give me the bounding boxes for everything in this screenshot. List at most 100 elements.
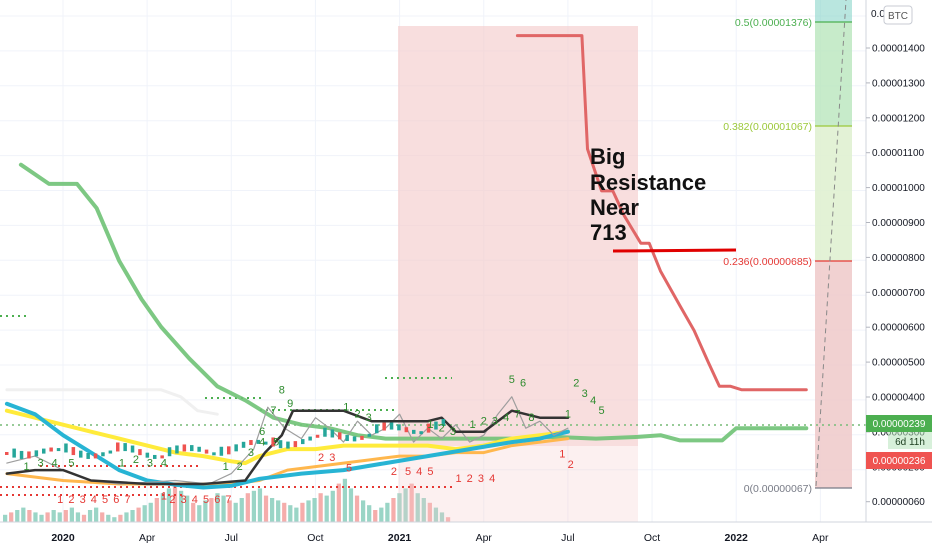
annotation-line-1: Big: [590, 144, 625, 169]
volume-bar: [166, 488, 172, 522]
volume-bar: [75, 512, 81, 522]
time-tick-label: Apr: [139, 532, 156, 544]
resistance-annotation[interactable]: Big Resistance Near 713: [590, 144, 737, 253]
candle: [338, 432, 342, 440]
td-buy-count: 7: [514, 409, 520, 421]
td-sell-count: 4: [91, 494, 97, 506]
td-buy-count: 5: [509, 374, 515, 386]
td-buy-count: 2: [439, 423, 445, 435]
volume-bar: [354, 495, 360, 522]
td-sell-count: 7: [124, 494, 130, 506]
td-sell-count: 2: [391, 466, 397, 478]
fibonacci-retracement[interactable]: [815, 0, 852, 489]
candle: [145, 452, 150, 458]
td-buy-count: 2: [133, 454, 139, 466]
price-tick-label: 0.00000400: [872, 393, 925, 404]
td-buy-count: 3: [37, 458, 43, 470]
series-line-blue_ma: [4, 401, 570, 490]
volume-bar: [100, 512, 105, 522]
volume-bar: [63, 510, 68, 522]
fib-trend-line[interactable]: [815, 0, 847, 487]
volume-bar: [9, 512, 14, 522]
volume-bar: [81, 514, 87, 522]
td-buy-count: 1: [23, 461, 29, 473]
td-buy-count: 4: [52, 458, 58, 470]
volume-bars: [3, 478, 451, 522]
td-buy-count: 2: [237, 461, 243, 473]
price-tick-label: 0.00001200: [872, 113, 925, 124]
volume-bar: [415, 493, 420, 522]
candle: [227, 446, 231, 455]
td-buy-count: 3: [366, 412, 372, 424]
volume-bar: [154, 498, 159, 522]
time-axis[interactable]: 2020 Apr Jul Oct 2021 Apr Jul Oct 2022 Apr: [0, 521, 932, 550]
series-lines: [4, 34, 809, 490]
candle: [5, 452, 9, 455]
volume-bar: [197, 505, 202, 522]
fibonacci-labels: 0.5(0.00001376) 0.382(0.00001067) 0.236(0.…: [723, 17, 812, 495]
td-buy-count: 2: [573, 377, 579, 389]
resistance-zone: [398, 26, 638, 522]
candle: [167, 447, 172, 457]
price-tick-label: 0.00000060: [872, 497, 925, 508]
time-tick-label: 2022: [725, 532, 749, 544]
volume-bar: [427, 502, 432, 522]
price-tick-label: 0.00001100: [872, 148, 925, 159]
td-buy-count: 1: [427, 419, 433, 431]
candle: [175, 445, 179, 454]
series-line-grey_line: [6, 396, 569, 485]
currency-badge[interactable]: [883, 5, 913, 25]
volume-bar: [318, 493, 323, 522]
last-price-label: 0.00000239 6d 11h: [866, 415, 932, 449]
td-sell-count: 1: [161, 491, 167, 503]
candle: [197, 446, 201, 452]
candle: [315, 434, 320, 438]
td-buy-count: 8: [528, 412, 534, 424]
candle: [27, 451, 31, 459]
candle: [190, 445, 194, 452]
td-buy-count: 4: [259, 437, 265, 449]
candle: [419, 431, 423, 435]
price-axis-top-label: 0.0: [871, 9, 885, 20]
fib-level-label: 0.236(0.00000685): [723, 256, 812, 268]
candle: [256, 439, 261, 444]
td-sell-count: 2: [568, 459, 574, 471]
fib-level-label: 0.382(0.00001067): [723, 121, 812, 133]
td-sell-count: 4: [416, 466, 422, 478]
candle: [34, 450, 39, 457]
td-buy-count: 3: [248, 447, 254, 459]
price-tick-label: 0.00001400: [872, 44, 925, 55]
candle: [138, 449, 142, 456]
volume-bar: [178, 490, 184, 522]
td-buy-count: 4: [503, 412, 509, 424]
td-sell-count: 7: [225, 494, 231, 506]
volume-bar: [403, 488, 408, 522]
candle: [204, 449, 209, 454]
candle: [182, 444, 187, 452]
volume-bar: [239, 498, 244, 522]
volume-bar: [51, 510, 56, 522]
volume-bar: [124, 512, 129, 522]
fib-level-label: 0.5(0.00001376): [735, 17, 812, 29]
volume-bar: [69, 507, 74, 522]
candle: [352, 436, 357, 442]
td-sell-count: 5: [203, 494, 209, 506]
candle: [426, 423, 431, 433]
time-tick-label: Jul: [561, 532, 574, 544]
annotation-line-3: Near: [590, 195, 639, 220]
candle: [123, 443, 127, 452]
td-sell-count: 2: [169, 494, 175, 506]
time-tick-label: Apr: [476, 532, 493, 544]
td-buy-count: 1: [469, 419, 475, 431]
price-tick-label: 0.00001300: [872, 78, 925, 89]
series-line-red_resistance: [515, 34, 808, 392]
fib-zone-top: [815, 0, 852, 22]
fib-zone-0.5: [815, 22, 852, 126]
volume-bar: [106, 514, 111, 522]
price-axis[interactable]: 0.00001400 0.00001300 0.00001200 0.00001100…: [865, 0, 932, 550]
td-buy-count: 2: [481, 416, 487, 428]
td-buy-count: 8: [279, 384, 285, 396]
volume-bar: [312, 498, 317, 522]
series-line-black_ma: [5, 409, 570, 486]
